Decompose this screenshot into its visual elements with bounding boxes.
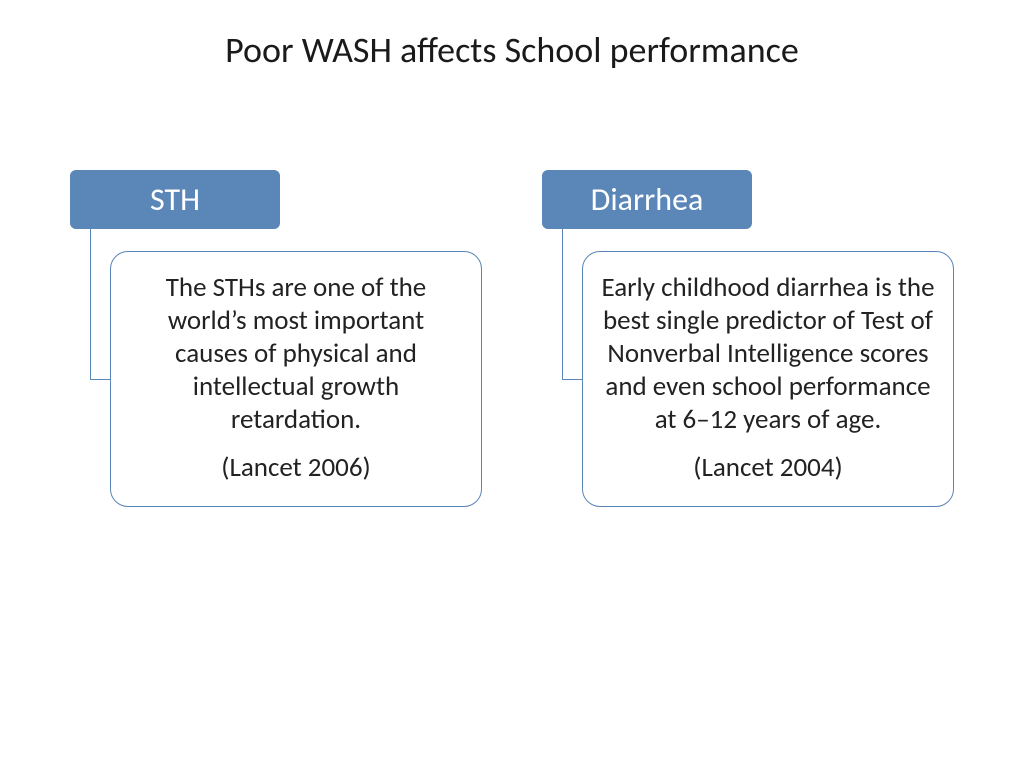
body-text-diarrhea: Early childhood diarrhea is the best sin… [601, 272, 935, 437]
header-box-sth: STH [70, 170, 280, 229]
columns-container: STH The STHs are one of the world’s most… [70, 170, 954, 507]
slide-title: Poor WASH affects School performance [0, 28, 1024, 72]
body-box-diarrhea: Early childhood diarrhea is the best sin… [582, 251, 954, 507]
citation-sth: (Lancet 2006) [129, 451, 463, 484]
column-diarrhea: Diarrhea Early childhood diarrhea is the… [542, 170, 954, 507]
body-text-sth: The STHs are one of the world’s most imp… [129, 272, 463, 437]
citation-diarrhea: (Lancet 2004) [601, 451, 935, 484]
column-sth: STH The STHs are one of the world’s most… [70, 170, 482, 507]
header-box-diarrhea: Diarrhea [542, 170, 752, 229]
body-box-sth: The STHs are one of the world’s most imp… [110, 251, 482, 507]
